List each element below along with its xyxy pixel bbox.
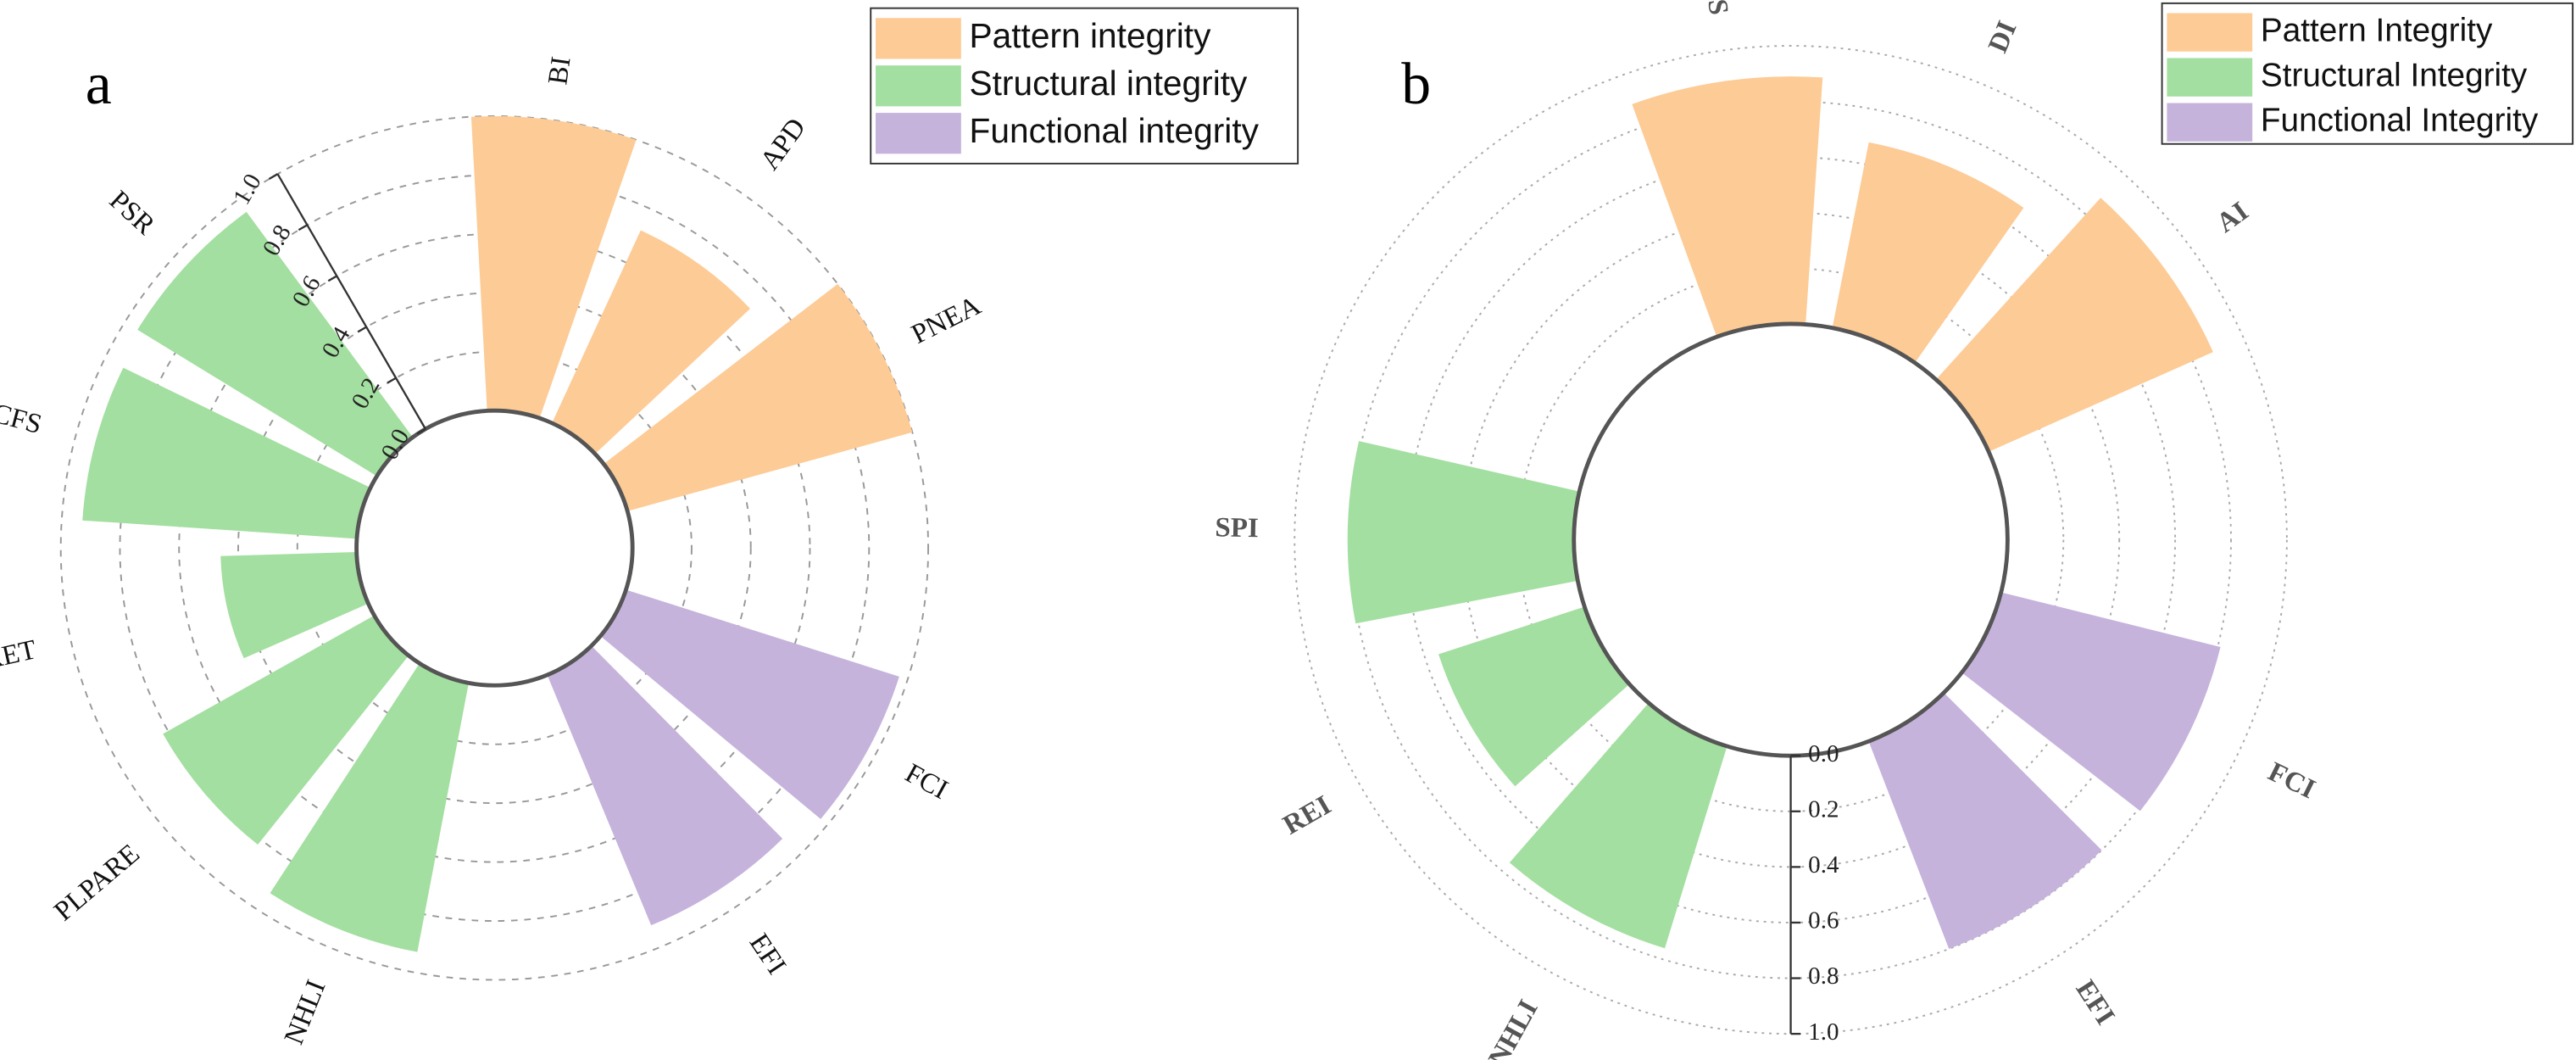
panel-label: a [86,52,112,117]
tick-mark [416,427,426,435]
tick-mark [327,275,337,282]
category-label: HCFS [0,393,45,440]
legend-swatch [2167,13,2253,52]
category-label: BI [542,55,576,86]
legend-label: Pattern Integrity [2261,12,2493,48]
tick-label: 0.8 [1808,962,1839,990]
category-label: PNEA [907,290,986,350]
inner-circle [354,408,635,688]
bar [1632,76,1823,338]
bar [1347,441,1580,624]
category-label: SPI [1215,512,1259,544]
grid-circle [1516,267,2065,812]
category-label: NHLI [1483,995,1544,1060]
category-label: IHS [1697,0,1734,17]
tick-mark [298,224,309,232]
category-label: APD [754,113,812,176]
legend-swatch [2167,103,2253,142]
bar [82,367,371,539]
category-label: EFI [2070,975,2121,1030]
legend-swatch [2167,58,2253,97]
tick-label: 0.0 [1808,740,1839,767]
inner-circle [1572,321,2010,758]
bar [547,645,783,926]
grid-circle [59,114,930,981]
bar [1961,592,2221,812]
tick-label: 0.4 [1808,851,1839,879]
category-label: FCI [900,758,953,806]
category-label: DI [1983,17,2023,58]
category-label: FCI [2263,756,2320,805]
tick-mark [357,326,367,333]
bar [1438,606,1630,787]
category-label: PRET [0,634,39,679]
tick-label: 0.2 [1808,795,1839,823]
tick-label: 1.0 [1808,1018,1839,1046]
grid-circle [296,350,693,745]
category-label: AI [2212,196,2255,238]
bar [163,615,409,845]
legend-swatch [876,65,961,107]
grid-circle [237,292,752,805]
bar [1832,142,2024,363]
bar [1509,702,1728,949]
tick-label: 0.6 [1808,907,1839,934]
legend-swatch [876,113,961,154]
bar [552,230,751,455]
bar [1935,198,2213,452]
category-label: EFI [743,929,792,980]
grid-circle [1460,211,2121,868]
panel-label: b [1401,52,1431,117]
tick-mark [387,377,397,384]
bar [270,663,469,952]
legend-swatch [876,18,961,59]
bar [600,589,899,819]
bar [470,115,637,419]
grid-circle [1294,45,2288,1035]
legend-label: Pattern integrity [970,16,1212,55]
radial-axis [276,173,426,430]
legend-label: Structural Integrity [2261,57,2528,93]
category-label: PSR [103,185,161,241]
legend-label: Structural integrity [970,64,1249,103]
legend-label: Functional Integrity [2261,102,2539,138]
bar [1868,692,2102,950]
category-label: REI [1278,789,1337,840]
bar [137,211,413,477]
bar [220,552,369,659]
bar [604,283,913,511]
category-label: PLPARE [48,839,145,928]
tick-mark [268,173,279,180]
legend-label: Functional integrity [970,111,1260,150]
category-label: NHLI [279,976,332,1049]
